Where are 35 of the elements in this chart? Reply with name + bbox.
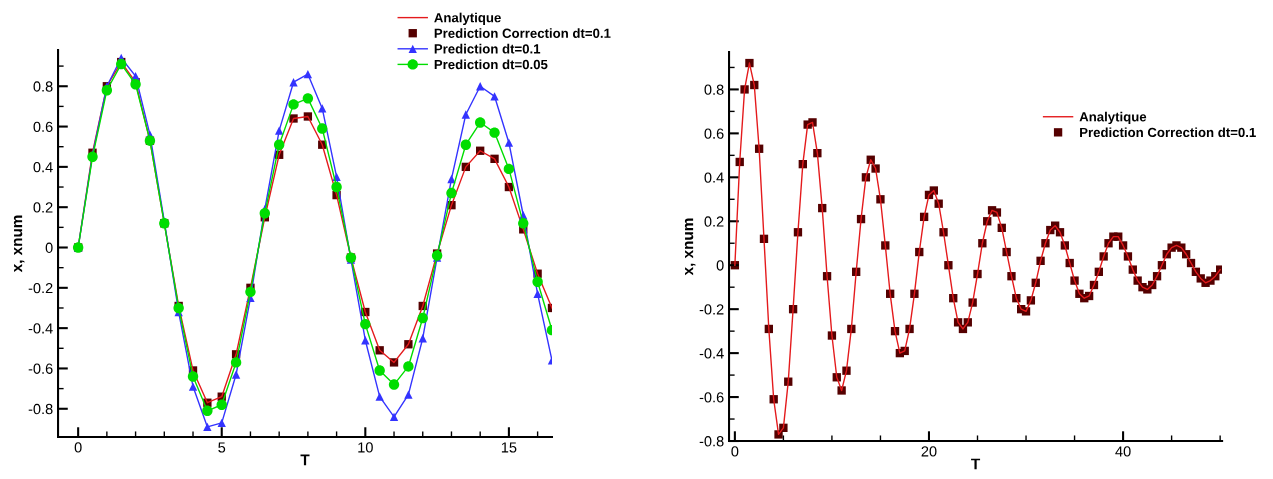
y-tick-label: 0 <box>716 260 724 271</box>
y-tick-label: 0.8 <box>33 81 53 92</box>
legend-label: Prediction Correction dt=0.1 <box>1080 127 1256 138</box>
y-tick-label: 0.4 <box>704 172 724 183</box>
x-tick-label: 0 <box>731 446 739 457</box>
y-axis-title: x, xnum <box>684 218 696 276</box>
x-tick-label: 10 <box>358 442 373 453</box>
legend-label: Prediction dt=0.05 <box>434 59 548 70</box>
y-tick-label: 0.4 <box>33 161 53 173</box>
y-tick-label: -0.6 <box>699 392 724 403</box>
legend-label: Prediction dt=0.1 <box>434 43 541 54</box>
y-tick-label: 0.6 <box>33 121 53 132</box>
y-axis-title: x, xnum <box>13 215 25 273</box>
x-axis-title: T <box>971 458 981 470</box>
legend-label: Analytique <box>434 12 501 25</box>
x-tick-label: 0 <box>74 442 82 453</box>
x-tick-label: 5 <box>218 442 226 453</box>
y-tick-label: -0.8 <box>28 403 53 415</box>
y-tick-label: -0.4 <box>699 348 724 359</box>
y-tick-label: 0.6 <box>704 128 724 139</box>
y-tick-label: -0.2 <box>28 282 53 294</box>
x-axis-title: T <box>300 454 310 466</box>
x-tick-label: 20 <box>921 446 937 457</box>
y-tick-label: -0.6 <box>28 363 53 374</box>
x-tick-label: 40 <box>1115 446 1131 457</box>
y-tick-label: 0.2 <box>33 202 53 213</box>
y-tick-label: -0.2 <box>699 304 724 315</box>
y-tick-label: -0.8 <box>699 436 724 447</box>
legend-label: Analytique <box>1079 111 1147 125</box>
x-tick-label: 15 <box>501 442 517 453</box>
legend-label: Prediction Correction dt=0.1 <box>434 28 611 38</box>
y-tick-label: -0.4 <box>28 323 53 334</box>
y-tick-label: 0 <box>45 242 53 253</box>
y-tick-label: 0.8 <box>704 84 724 95</box>
y-tick-label: 0.2 <box>704 216 724 227</box>
